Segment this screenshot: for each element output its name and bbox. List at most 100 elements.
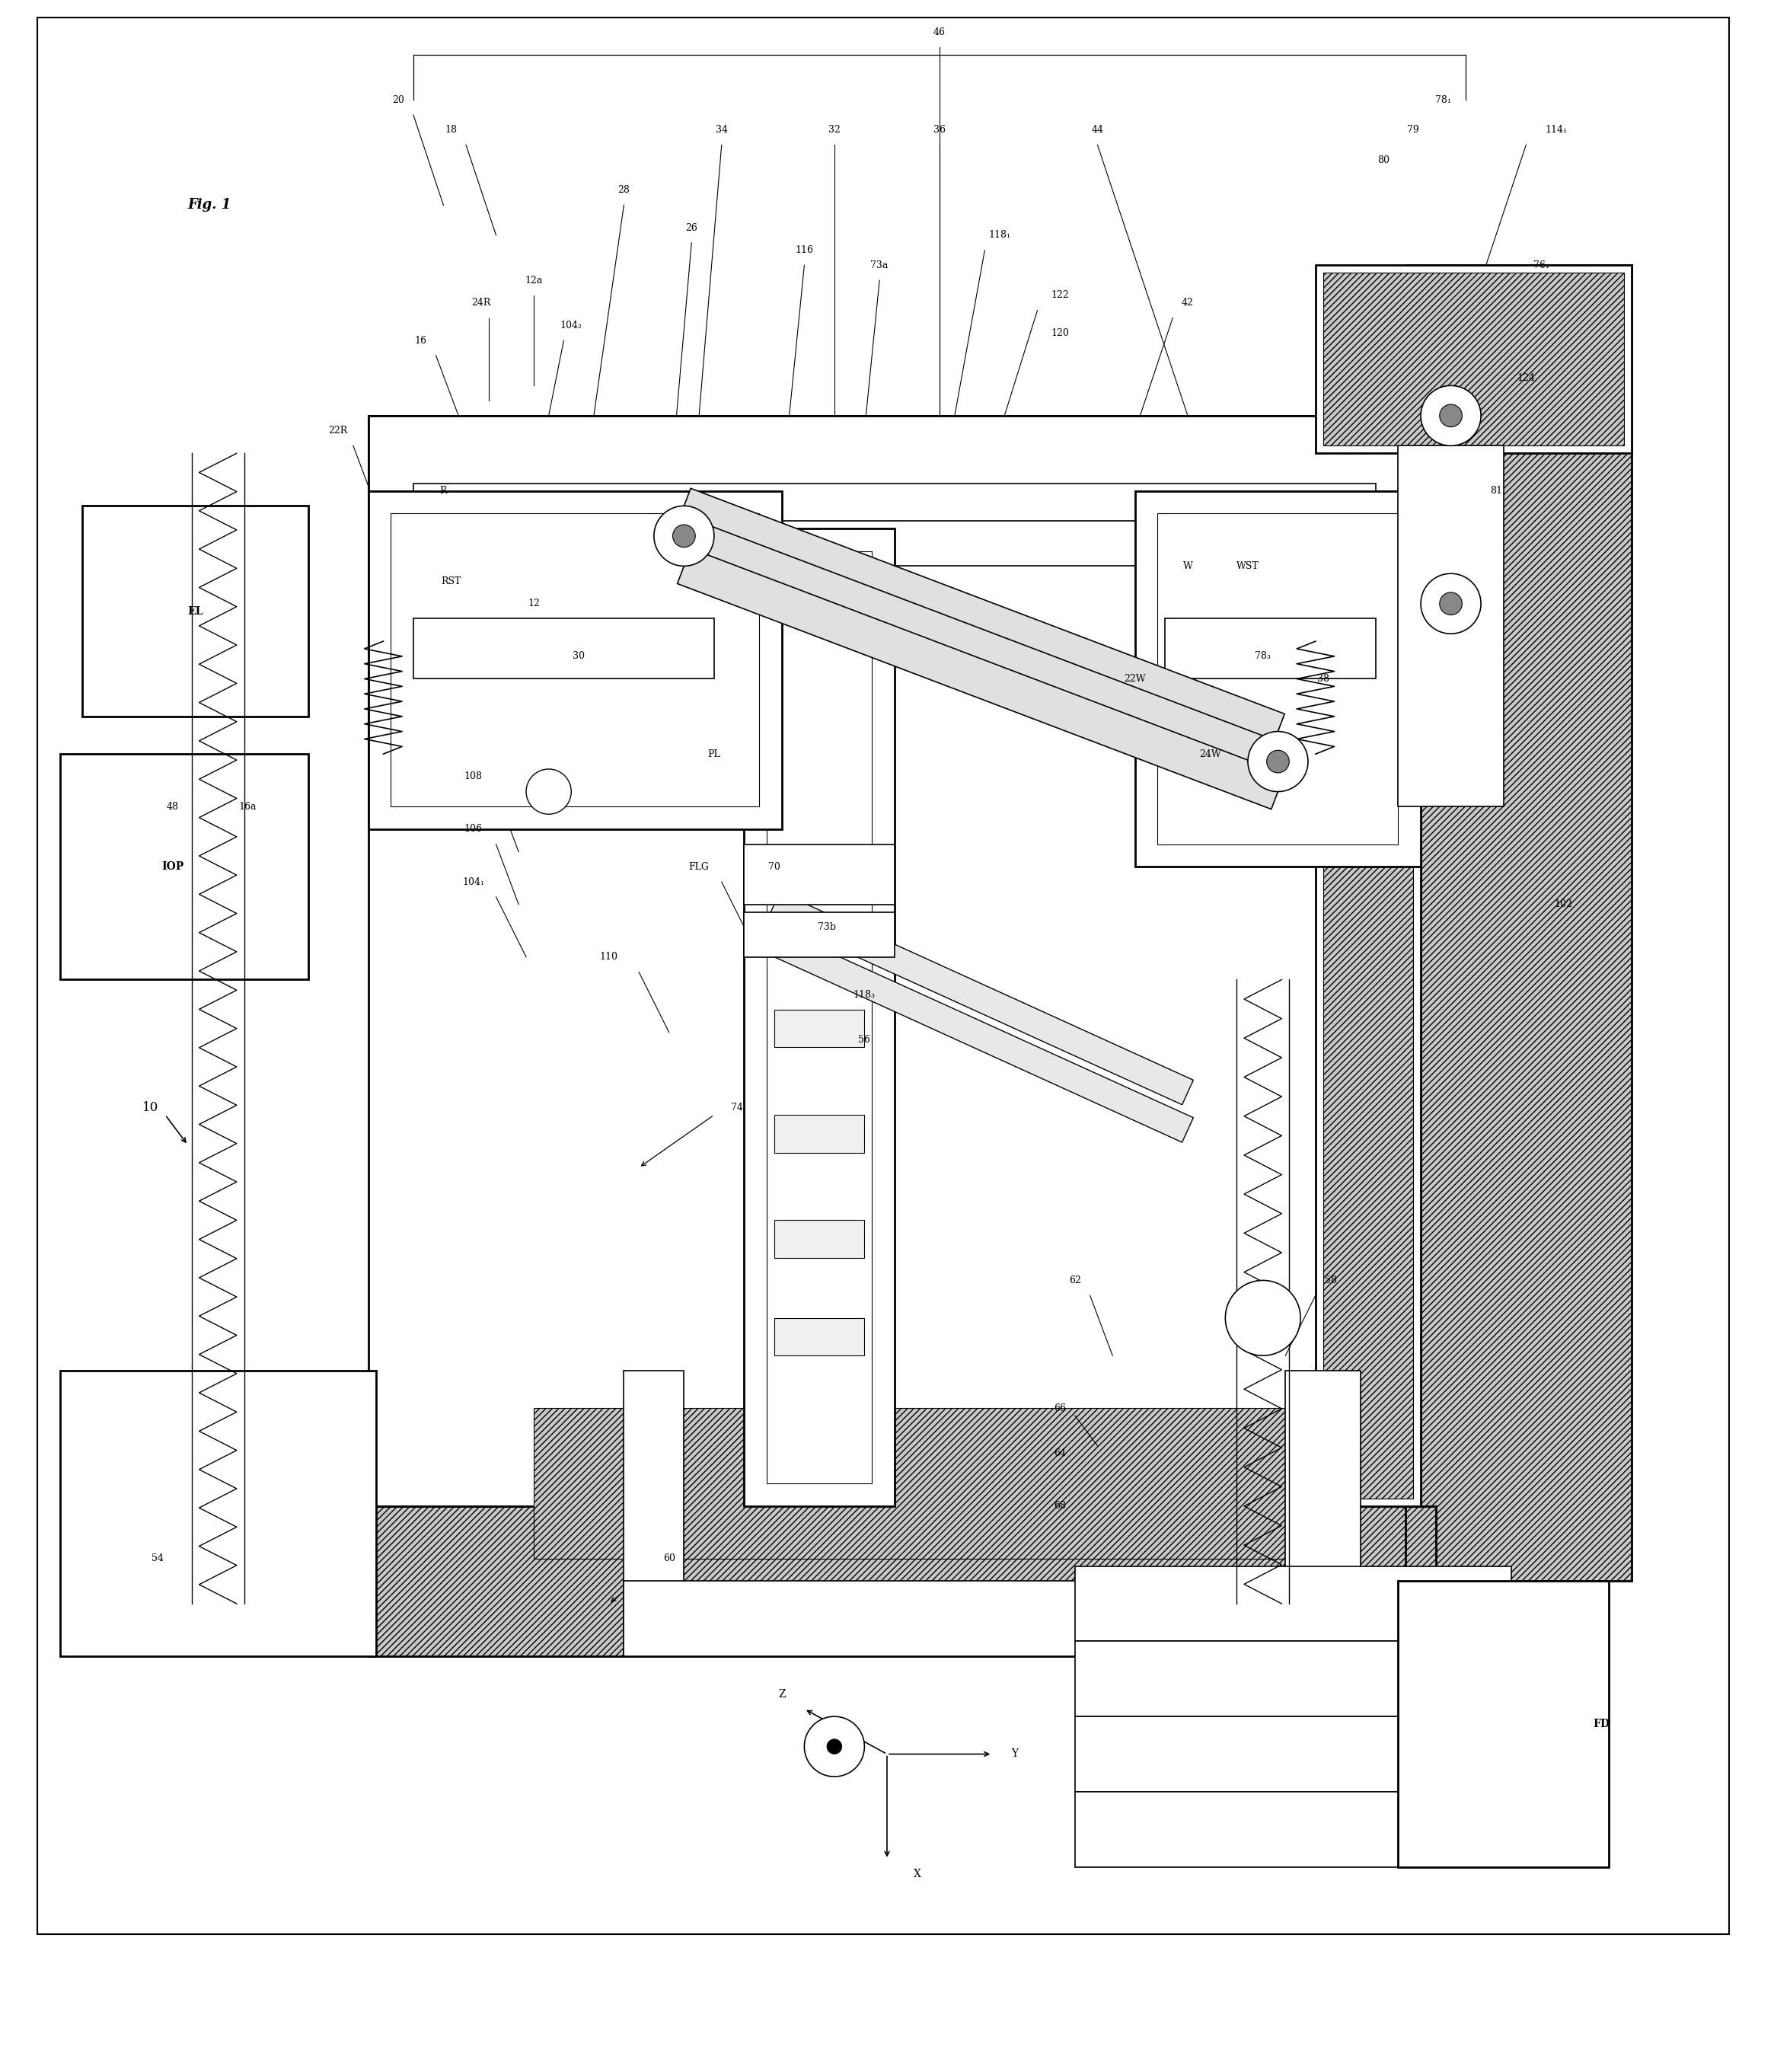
Bar <box>413 483 1375 528</box>
Bar <box>1398 445 1504 806</box>
Text: 114₁: 114₁ <box>1545 124 1566 135</box>
Text: 58: 58 <box>1325 1276 1336 1285</box>
Text: 76₁: 76₁ <box>1533 261 1549 269</box>
Text: 12a: 12a <box>525 276 543 286</box>
Text: 32: 32 <box>828 124 841 135</box>
Bar <box>1075 1566 1511 1641</box>
Text: 106: 106 <box>465 825 483 835</box>
Text: RST: RST <box>442 576 461 586</box>
Bar <box>743 528 894 1506</box>
Bar <box>773 1318 864 1355</box>
Bar <box>1075 1716 1511 1792</box>
Text: 102: 102 <box>1554 899 1574 910</box>
Text: 38: 38 <box>1316 673 1329 684</box>
Text: 124: 124 <box>1517 373 1535 383</box>
Text: 18: 18 <box>445 124 458 135</box>
Text: 79: 79 <box>1407 124 1419 135</box>
Bar <box>83 506 309 717</box>
Text: 64: 64 <box>1054 1448 1066 1459</box>
Text: 34: 34 <box>715 124 727 135</box>
Bar <box>369 491 782 829</box>
Text: IOP: IOP <box>161 862 184 872</box>
Text: FD: FD <box>1593 1718 1609 1730</box>
Text: 22R: 22R <box>328 425 348 435</box>
Circle shape <box>1439 404 1462 427</box>
Circle shape <box>655 506 715 566</box>
Bar <box>773 1115 864 1152</box>
Text: 28: 28 <box>617 184 630 195</box>
Bar <box>1316 491 1421 1506</box>
Polygon shape <box>678 549 1284 810</box>
Circle shape <box>827 1738 843 1755</box>
Text: Fig. 1: Fig. 1 <box>188 199 231 211</box>
Bar <box>766 551 873 1484</box>
Circle shape <box>1247 731 1307 792</box>
Text: 73b: 73b <box>818 922 836 932</box>
Text: 78₃: 78₃ <box>1254 651 1270 661</box>
Text: 80: 80 <box>1377 155 1389 166</box>
Text: 66: 66 <box>1054 1403 1066 1413</box>
Text: 62: 62 <box>1070 1276 1080 1285</box>
Text: 42: 42 <box>1181 298 1194 309</box>
Circle shape <box>804 1716 864 1776</box>
Bar <box>1398 1581 1609 1867</box>
Text: 54: 54 <box>153 1554 163 1564</box>
Text: 104₂: 104₂ <box>561 321 582 329</box>
Circle shape <box>1267 750 1290 773</box>
Bar <box>624 1370 685 1656</box>
Bar <box>743 843 894 903</box>
Text: 16a: 16a <box>239 802 257 812</box>
Bar <box>773 1009 864 1046</box>
Bar <box>413 620 715 680</box>
Text: 108: 108 <box>465 771 483 781</box>
Bar <box>1158 514 1398 843</box>
Text: 16: 16 <box>415 336 428 346</box>
Text: 20: 20 <box>392 95 404 106</box>
Text: W: W <box>1183 562 1192 572</box>
Circle shape <box>1421 385 1481 445</box>
Text: 68: 68 <box>1054 1500 1066 1510</box>
Text: FLG: FLG <box>688 862 710 872</box>
Text: 48: 48 <box>167 802 179 812</box>
Text: 26: 26 <box>685 224 697 232</box>
Text: 56: 56 <box>859 1034 871 1044</box>
Circle shape <box>672 524 695 547</box>
Bar <box>60 1370 376 1656</box>
Text: 73a: 73a <box>871 261 889 269</box>
Text: X: X <box>914 1869 921 1879</box>
Bar <box>534 1409 1286 1558</box>
Text: 30: 30 <box>573 651 585 661</box>
Text: 104₁: 104₁ <box>463 876 484 887</box>
Bar <box>1166 620 1375 680</box>
Text: 74: 74 <box>731 1102 743 1113</box>
Bar <box>743 912 894 957</box>
Text: 60: 60 <box>663 1554 676 1564</box>
Bar <box>624 1581 1286 1656</box>
Polygon shape <box>768 893 1194 1104</box>
Bar <box>1135 491 1421 866</box>
Bar <box>369 416 1421 1506</box>
Bar <box>390 514 759 806</box>
Bar <box>369 1506 1435 1656</box>
Text: Z: Z <box>779 1689 786 1699</box>
Text: 24R: 24R <box>472 298 491 309</box>
Text: 44: 44 <box>1091 124 1103 135</box>
Bar <box>369 416 1421 491</box>
Polygon shape <box>768 930 1194 1142</box>
Bar <box>1316 265 1632 454</box>
Text: R: R <box>440 487 447 495</box>
Bar <box>1405 265 1632 1581</box>
Bar <box>1075 1641 1511 1716</box>
Text: 118₁: 118₁ <box>988 230 1011 240</box>
Text: 24W: 24W <box>1199 750 1221 758</box>
Text: 118₃: 118₃ <box>853 990 876 999</box>
Bar <box>1323 499 1414 1498</box>
Text: EL: EL <box>188 605 202 617</box>
Circle shape <box>1421 574 1481 634</box>
Bar <box>369 1506 1435 1656</box>
Bar <box>1421 265 1632 1581</box>
Bar <box>413 520 1375 566</box>
Text: 36: 36 <box>933 124 946 135</box>
Text: 116: 116 <box>795 244 814 255</box>
Text: 78₁: 78₁ <box>1435 95 1451 106</box>
